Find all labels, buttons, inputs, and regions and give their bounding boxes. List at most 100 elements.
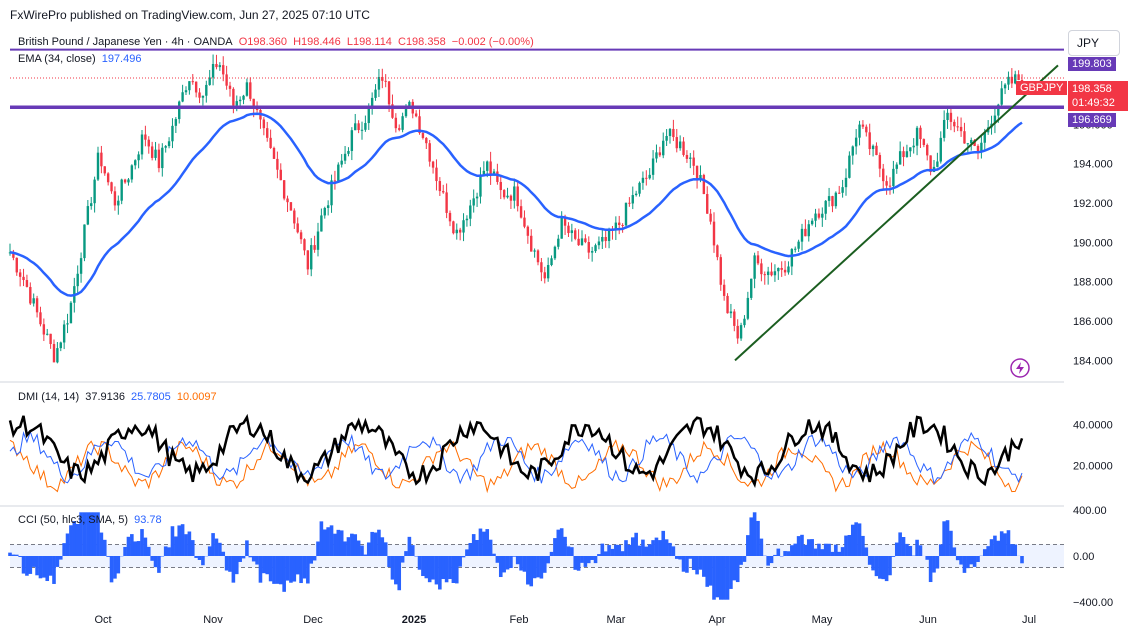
cci-tick-label: 0.00 bbox=[1073, 551, 1094, 563]
price-tick-label: 192.000 bbox=[1073, 198, 1113, 210]
candle-body bbox=[215, 63, 218, 68]
adx-line bbox=[8, 413, 1024, 489]
candle-body bbox=[117, 200, 120, 206]
cci-bar bbox=[245, 540, 249, 556]
candle-body bbox=[912, 145, 915, 148]
currency-button[interactable]: JPY bbox=[1068, 30, 1120, 56]
cci-legend[interactable]: CCI (50, hlc3, SMA, 5) 93.78 bbox=[18, 514, 165, 526]
cci-histogram bbox=[8, 512, 1024, 600]
cci-bar bbox=[211, 533, 215, 556]
candle-body bbox=[303, 239, 306, 251]
open-value: O198.360 bbox=[238, 36, 288, 48]
cci-bar bbox=[861, 535, 865, 556]
cci-bar bbox=[532, 556, 537, 579]
candle-body bbox=[821, 213, 824, 218]
cci-bar bbox=[397, 556, 402, 591]
candle-body bbox=[662, 140, 665, 156]
cci-bar bbox=[136, 541, 141, 556]
cci-bar bbox=[187, 531, 192, 556]
candle-body bbox=[814, 213, 817, 221]
candle-body bbox=[766, 271, 770, 276]
cci-bar bbox=[573, 556, 578, 570]
cci-bar bbox=[11, 554, 16, 556]
cci-bar bbox=[969, 556, 974, 565]
cci-bar bbox=[258, 556, 263, 583]
candle-body bbox=[580, 238, 584, 246]
cci-bar bbox=[959, 556, 963, 565]
ema-legend[interactable]: EMA (34, close) 197.496 bbox=[18, 53, 144, 65]
lightning-icon[interactable] bbox=[1010, 358, 1030, 378]
cci-bar bbox=[502, 556, 506, 573]
candle-body bbox=[326, 205, 330, 208]
cci-bar bbox=[184, 534, 188, 556]
cci-bar bbox=[705, 556, 710, 587]
cci-bar bbox=[18, 556, 22, 558]
cci-bar bbox=[265, 556, 270, 575]
cci-bar bbox=[79, 512, 83, 556]
candle-body bbox=[553, 246, 557, 259]
cci-bar bbox=[65, 533, 70, 556]
cci-bar bbox=[251, 556, 256, 562]
candle-body bbox=[574, 230, 577, 239]
cci-bar bbox=[854, 522, 858, 556]
cci-bar bbox=[827, 543, 831, 556]
candle-body bbox=[208, 77, 211, 85]
cci-bar bbox=[123, 546, 127, 556]
symbol-legend[interactable]: British Pound / Japanese Yen · 4h · OAND… bbox=[18, 36, 537, 48]
cci-bar bbox=[353, 534, 358, 556]
cci-bar bbox=[878, 556, 882, 579]
candle-body bbox=[743, 318, 746, 326]
candle-body bbox=[120, 179, 123, 201]
candle-body bbox=[113, 191, 117, 206]
cci-bar bbox=[102, 539, 107, 556]
cci-bar bbox=[241, 556, 246, 559]
cci-bar bbox=[468, 542, 473, 556]
cci-bar bbox=[96, 512, 100, 556]
cci-bar bbox=[339, 530, 344, 556]
candle-body bbox=[306, 250, 310, 270]
cci-bar bbox=[952, 547, 957, 556]
candle-body bbox=[472, 198, 475, 206]
cci-bar bbox=[850, 524, 855, 556]
cci-bar bbox=[167, 547, 171, 556]
price-tick-label: 188.000 bbox=[1073, 277, 1113, 289]
time-tick-label: Nov bbox=[203, 614, 223, 626]
cci-bar bbox=[986, 546, 990, 556]
cci-bar bbox=[996, 540, 1001, 556]
cci-bar bbox=[170, 526, 175, 556]
candle-body bbox=[198, 92, 201, 98]
cci-bar bbox=[441, 556, 446, 580]
candle-body bbox=[563, 217, 567, 226]
cci-bar bbox=[881, 556, 886, 580]
candle-body bbox=[367, 106, 370, 124]
cci-bar bbox=[806, 539, 811, 556]
cci-bar bbox=[556, 529, 561, 556]
candle-body bbox=[689, 157, 692, 159]
cci-bar bbox=[495, 556, 500, 563]
candle-body bbox=[702, 174, 706, 195]
cci-bar bbox=[380, 537, 385, 556]
candle-body bbox=[140, 134, 144, 155]
cci-bar bbox=[438, 556, 442, 590]
cci-bar bbox=[641, 539, 645, 556]
cci-bar bbox=[773, 554, 777, 556]
candles bbox=[8, 54, 1024, 364]
cci-bar bbox=[133, 541, 138, 556]
cci-bar bbox=[62, 543, 66, 556]
dmi-legend[interactable]: DMI (14, 14) 37.9136 25.7805 10.0097 bbox=[18, 391, 220, 403]
candle-body bbox=[970, 140, 973, 144]
time-tick-label: May bbox=[812, 614, 833, 626]
candle-body bbox=[272, 147, 276, 159]
candle-body bbox=[983, 132, 986, 143]
candle-body bbox=[445, 192, 448, 213]
candle-body bbox=[804, 228, 807, 237]
cci-bar bbox=[884, 556, 889, 582]
cci-bar bbox=[55, 556, 60, 567]
candle-body bbox=[238, 99, 242, 102]
candle-body bbox=[130, 165, 134, 180]
cci-bar bbox=[559, 528, 564, 556]
candle-body bbox=[915, 127, 919, 146]
cci-bar bbox=[746, 535, 750, 556]
cci-bar bbox=[285, 556, 290, 581]
